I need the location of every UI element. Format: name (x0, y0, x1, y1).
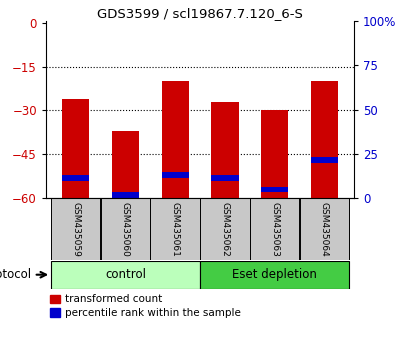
Text: GSM435060: GSM435060 (121, 202, 130, 257)
Text: GSM435064: GSM435064 (320, 202, 329, 257)
Bar (211, 102, 238, 198)
Bar (112, 192, 139, 198)
Legend: transformed count, percentile rank within the sample: transformed count, percentile rank withi… (46, 290, 245, 322)
Title: GDS3599 / scl19867.7.120_6-S: GDS3599 / scl19867.7.120_6-S (97, 7, 303, 20)
Bar (51, 261, 200, 289)
Bar (62, 175, 90, 181)
Bar (51, 198, 100, 260)
Text: GSM435061: GSM435061 (171, 202, 180, 257)
Text: GSM435063: GSM435063 (270, 202, 279, 257)
Bar (310, 81, 338, 198)
Text: GSM435062: GSM435062 (220, 202, 229, 257)
Bar (200, 261, 349, 289)
Bar (162, 172, 189, 178)
Bar (261, 187, 288, 192)
Bar (62, 99, 90, 198)
Bar (112, 131, 139, 198)
Text: Eset depletion: Eset depletion (232, 268, 317, 281)
Bar (211, 175, 238, 181)
Bar (310, 157, 338, 163)
Bar (300, 198, 349, 260)
Text: GSM435059: GSM435059 (71, 202, 80, 257)
Bar (250, 198, 299, 260)
Bar (261, 110, 288, 198)
Bar (162, 81, 189, 198)
Bar (101, 198, 150, 260)
Bar (200, 198, 250, 260)
Bar (150, 198, 200, 260)
Text: control: control (105, 268, 146, 281)
Text: protocol: protocol (0, 268, 32, 281)
